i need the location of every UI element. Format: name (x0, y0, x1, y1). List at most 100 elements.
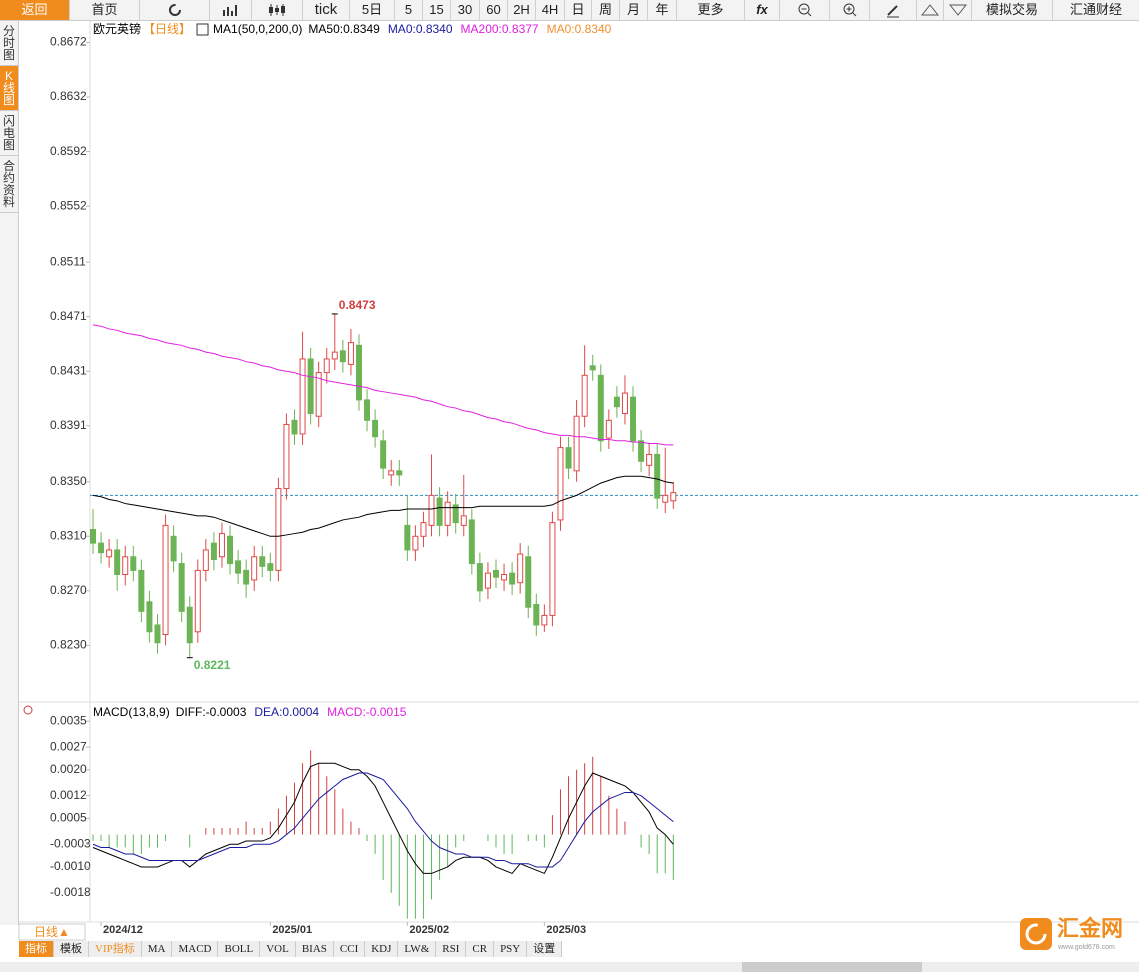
candle-body (613, 396, 620, 408)
period-button[interactable]: 年 (648, 0, 677, 20)
settings-icon[interactable] (23, 705, 33, 715)
candle-body (291, 419, 298, 435)
period-button[interactable]: 2H (508, 0, 536, 20)
candle-button[interactable] (252, 0, 303, 20)
candle-body (210, 542, 217, 560)
indicator-tab[interactable]: RSI (436, 941, 467, 957)
candle-body (573, 415, 580, 472)
candle-body (122, 556, 129, 575)
logo-mark (1025, 923, 1047, 945)
period-button[interactable]: 周 (592, 0, 620, 20)
y-tick-label: 0.8672 (50, 35, 87, 49)
y-tick-label: 0.8592 (50, 144, 87, 158)
indicator-tab[interactable]: BOLL (218, 941, 261, 957)
candle-body (525, 556, 532, 608)
period-button[interactable]: 4H (536, 0, 565, 20)
candle-body (404, 524, 411, 551)
period-button[interactable]: 5 (395, 0, 423, 20)
side-tab[interactable]: K线图 (0, 66, 18, 111)
down-button[interactable] (944, 0, 972, 20)
side-tab[interactable]: 分时图 (0, 21, 18, 66)
candle-body (267, 563, 274, 571)
logo-url: www.gold678.com (1057, 944, 1115, 951)
period-button[interactable]: 5日 (350, 0, 395, 20)
candle-body (484, 572, 491, 589)
period-button[interactable]: 日 (565, 0, 592, 20)
period-button[interactable]: 月 (620, 0, 648, 20)
side-tab[interactable]: 闪电图 (0, 111, 18, 156)
indicator-tab[interactable]: BIAS (295, 941, 334, 957)
candle-body (364, 399, 371, 421)
ma-line (92, 324, 674, 446)
chart-button[interactable] (210, 0, 252, 20)
indicator-tab[interactable]: 设置 (527, 941, 563, 957)
ma-line (92, 475, 674, 537)
x-tick-label: 2025/03 (546, 924, 586, 936)
candle-body (146, 601, 153, 633)
home-button[interactable]: 首页 (70, 0, 140, 20)
formula-button[interactable]: fx (745, 0, 780, 20)
macd-line (92, 762, 674, 875)
period-button[interactable]: 15 (423, 0, 451, 20)
candle-body (130, 556, 137, 571)
candle-body (380, 440, 387, 469)
y-tick-label: 0.8350 (50, 474, 87, 488)
candle-body (460, 515, 467, 526)
candle-body (162, 524, 169, 636)
indicator-tab[interactable]: 模板 (54, 941, 89, 957)
period-button[interactable]: 30 (451, 0, 480, 20)
candle-body (533, 604, 540, 626)
indicator-tab[interactable]: MACD (172, 941, 219, 957)
candle-body (186, 606, 193, 644)
period-tab[interactable]: 日线▲ (34, 925, 70, 939)
tick-button[interactable]: tick (303, 0, 350, 20)
zoom-in-button[interactable] (830, 0, 870, 20)
indicator-tab[interactable]: PSY (494, 941, 528, 957)
side-tab[interactable]: 合约资料 (0, 156, 18, 213)
indicator-tab[interactable]: CCI (333, 941, 366, 957)
candle-body (347, 342, 354, 365)
indicator-tab[interactable]: VIP指标 (89, 941, 142, 957)
candle-body (654, 453, 661, 499)
legend-icon (196, 23, 209, 36)
indicator-tab[interactable]: MA (141, 941, 173, 957)
more-button[interactable]: 更多 (677, 0, 745, 20)
y-tick-label: 0.8310 (50, 528, 87, 542)
y-tick-label: 0.8270 (50, 583, 87, 597)
back-button[interactable]: 返回 (0, 0, 70, 20)
legend-text: MA50:0.8349 (308, 22, 380, 36)
candle-body (565, 447, 572, 469)
candle-body (154, 624, 161, 644)
candle-body (299, 358, 306, 435)
indicator-tab[interactable]: KDJ (365, 941, 399, 957)
sim-trade-button[interactable]: 模拟交易 (972, 0, 1053, 20)
up-button[interactable] (917, 0, 944, 20)
candle-body (444, 501, 451, 526)
candle-body (509, 572, 516, 585)
candle-body (581, 374, 588, 417)
candle-body (396, 470, 403, 476)
refresh-button[interactable] (140, 0, 210, 20)
scroll-thumb[interactable] (742, 962, 922, 972)
indicator-tab[interactable]: 指标 (19, 941, 54, 957)
candle-body (468, 519, 475, 565)
zoom-out-button[interactable] (780, 0, 830, 20)
candle-body (549, 522, 556, 616)
indicator-tab[interactable]: VOL (260, 941, 296, 957)
y-tick-label: -0.0018 (50, 885, 91, 899)
fx678-button[interactable]: 汇通财经 (1069, 2, 1122, 17)
indicator-tab[interactable]: LW& (398, 941, 437, 957)
legend-text: MA200:0.8377 (461, 22, 539, 36)
period-button[interactable]: 60 (480, 0, 508, 20)
y-tick-label: 0.8552 (50, 198, 87, 212)
candle-body (476, 563, 483, 592)
logo-icon (1020, 918, 1052, 950)
candle-body (420, 522, 427, 537)
indicator-tab[interactable]: CR (466, 941, 495, 957)
draw-button[interactable] (870, 0, 917, 20)
candle-body (283, 423, 290, 490)
candle-body (315, 372, 322, 417)
legend-text: MACD:-0.0015 (327, 705, 407, 719)
candle-body (178, 563, 185, 612)
